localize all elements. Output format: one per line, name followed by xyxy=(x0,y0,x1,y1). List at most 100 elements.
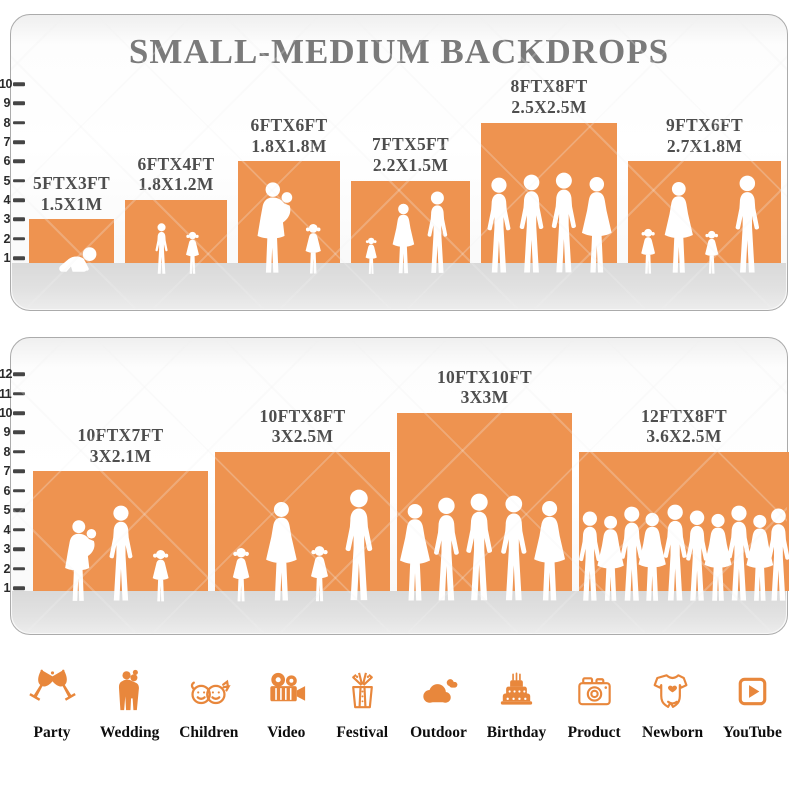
size-meters: 3X3M xyxy=(460,387,509,408)
panel-large-backdrops: 1 2 3 4 5 6 7 8 9 10 11 12 10FTX7FT 3X2.1M 10FTX8FT 3X2… xyxy=(0,337,789,635)
silhouette-reflection xyxy=(103,603,139,632)
ruler-number: 2 xyxy=(3,231,11,246)
backdrop-size-label: 5FTX3FT 1.5X1M xyxy=(0,173,187,214)
size-meters: 1.8X1.8M xyxy=(251,135,327,156)
category-label: Outdoor xyxy=(410,724,467,741)
party-icon xyxy=(28,663,76,715)
ruler-number: 1 xyxy=(3,580,11,595)
person-silhouette-man xyxy=(422,191,453,275)
ruler-number: 10 xyxy=(0,76,12,91)
ruler-tick xyxy=(13,566,25,571)
size-meters: 3.6X2.5M xyxy=(646,426,722,447)
ruler-tick xyxy=(13,82,25,86)
person-silhouette-girl xyxy=(307,545,332,603)
ruler-tick xyxy=(13,450,25,454)
category-wedding: Wedding xyxy=(100,663,159,742)
size-meters: 1.8X1.2M xyxy=(138,174,214,195)
category-label: Video xyxy=(267,724,306,741)
size-feet: 12FTX8FT xyxy=(640,405,727,426)
person-silhouette-girl xyxy=(149,549,172,603)
birthday-icon xyxy=(493,663,540,715)
ruler-number: 7 xyxy=(3,464,11,479)
ruler-tick xyxy=(13,120,25,125)
ruler-number: 3 xyxy=(3,541,11,556)
ruler-number: 7 xyxy=(3,134,11,149)
outdoor-icon xyxy=(415,663,462,715)
ruler-number: 11 xyxy=(0,386,12,401)
person-silhouette-girl xyxy=(363,237,379,275)
silhouette-reflection xyxy=(302,275,324,291)
category-label: Birthday xyxy=(486,724,547,741)
wedding-icon xyxy=(106,663,153,715)
size-meters: 2.5X2.5M xyxy=(511,97,587,118)
silhouette-reflection xyxy=(459,603,499,636)
size-feet: 5FTX3FT xyxy=(33,173,110,194)
ruler-number: 8 xyxy=(3,444,11,459)
ruler-number: 9 xyxy=(3,96,11,111)
ruler-tick xyxy=(13,547,25,551)
silhouette-reflection xyxy=(638,275,658,289)
category-video: Video xyxy=(258,663,314,742)
backdrop-bar: 9FTX6FT 2.7X1.8M xyxy=(628,115,781,263)
ruler-tick xyxy=(13,469,25,474)
person-silhouette-man xyxy=(338,489,380,603)
backdrop-bar: 6FTX6FT 1.8X1.8M xyxy=(238,115,340,263)
ruler-tick xyxy=(13,217,25,222)
backdrop-bar: 10FTX7FT 3X2.1M xyxy=(33,425,208,591)
size-feet: 7FTX5FT xyxy=(372,134,449,155)
category-outdoor: Outdoor xyxy=(410,663,467,742)
size-feet: 6FTX4FT xyxy=(137,153,215,174)
silhouette-reflection xyxy=(389,275,418,297)
person-silhouette-man xyxy=(761,508,796,603)
silhouette-reflection xyxy=(55,275,98,284)
backdrop-size-label: 10FTX10FT 3X3M xyxy=(370,367,600,408)
backdrop-size-label: 8FTX8FT 2.5X2.5M xyxy=(434,76,664,117)
size-chart-small: 1 2 3 4 5 6 7 8 9 10 5FTX3FT 1.5X1M 6FTX4FT 1.8X1.2M 6… xyxy=(0,15,787,310)
person-silhouette-girl xyxy=(638,228,658,275)
backdrop-bar: 12FTX8FT 3.6X2.5M xyxy=(579,406,789,591)
backdrop-bar: 10FTX10FT 3X3M xyxy=(397,367,572,591)
ruler-number: 4 xyxy=(3,192,11,207)
silhouette-reflection xyxy=(660,275,698,303)
person-silhouette-woman xyxy=(389,203,418,275)
size-feet: 8FTX8FT xyxy=(510,76,588,97)
ruler-tick xyxy=(13,140,25,144)
backdrop-size-label: 10FTX8FT 3X2.5M xyxy=(188,406,418,447)
backdrop-bar: 10FTX8FT 3X2.5M xyxy=(215,406,390,591)
silhouette-reflection xyxy=(229,603,253,620)
newborn-icon xyxy=(649,663,696,715)
ruler-tick xyxy=(13,178,25,183)
ruler-tick xyxy=(13,527,25,532)
ruler-tick xyxy=(13,236,25,241)
children-icon xyxy=(185,663,232,715)
category-label: YouTube xyxy=(723,724,782,741)
ruler-tick xyxy=(13,391,25,396)
ruler-tick xyxy=(13,411,25,415)
category-newborn: Newborn xyxy=(642,663,703,742)
size-meters: 3X2.1M xyxy=(89,445,152,466)
silhouette-reflection xyxy=(307,603,332,620)
silhouette-reflection xyxy=(254,275,299,303)
person-silhouette-woman xyxy=(577,176,617,275)
silhouette-reflection xyxy=(761,603,796,632)
silhouette-reflection xyxy=(363,275,379,286)
silhouette-reflection xyxy=(149,603,172,619)
ruler-number: 2 xyxy=(3,561,11,576)
size-feet: 10FTX7FT xyxy=(77,425,164,446)
silhouette-reflection xyxy=(183,275,202,288)
ruler-tick xyxy=(13,430,25,435)
category-children: Children xyxy=(179,663,238,742)
category-label: Newborn xyxy=(642,724,704,741)
backdrop-size-label: 12FTX8FT 3.6X2.5M xyxy=(569,406,799,447)
ruler-tick xyxy=(13,488,25,493)
product-icon xyxy=(571,663,618,715)
size-feet: 10FTX10FT xyxy=(436,366,533,387)
ruler-number: 6 xyxy=(3,154,11,169)
ruler-number: 1 xyxy=(3,250,11,265)
backdrop-bar: 7FTX5FT 2.2X1.5M xyxy=(351,134,470,263)
backdrop-bar: 6FTX4FT 1.8X1.2M xyxy=(125,154,227,263)
ruler-number: 9 xyxy=(3,425,11,440)
ruler-tick xyxy=(13,586,25,590)
category-birthday: Birthday xyxy=(487,663,546,742)
